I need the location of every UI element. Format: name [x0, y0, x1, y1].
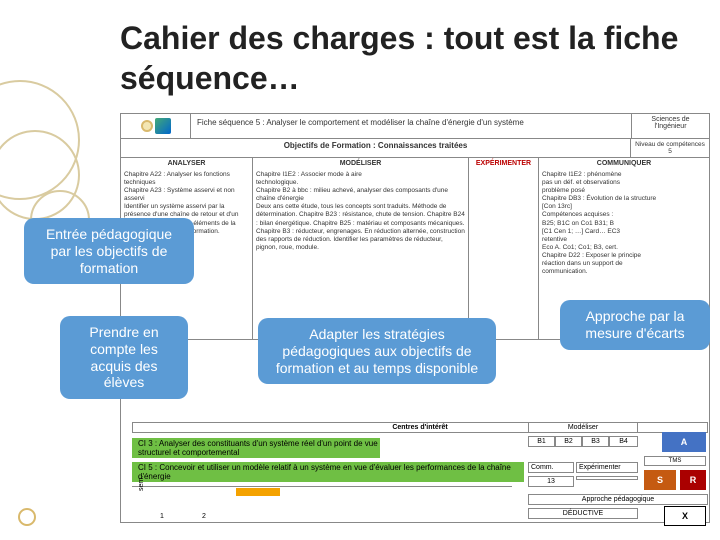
col-experimenter: EXPÉRIMENTER — [469, 158, 539, 339]
ci5-bar: CI 5 : Concevoir et utiliser un modèle r… — [132, 462, 524, 482]
ci3-bar: CI 3 : Analyser des constituants d'un sy… — [132, 438, 380, 458]
col-modeliser: MODÉLISER Chapitre I1E2 : Associer mode … — [253, 158, 469, 339]
exp-cell: Expérimenter — [576, 462, 638, 473]
deductive-cell: DÉDUCTIVE — [528, 508, 638, 519]
grid-13: 13 — [528, 476, 574, 487]
chip-a: A — [662, 432, 706, 452]
doc-title: Fiche séquence 5 : Analyser le comportem… — [191, 114, 631, 138]
tms-cell: TMS — [644, 456, 706, 466]
mod-b4: B4 — [609, 436, 638, 447]
chip-r: R — [680, 470, 706, 490]
mod-b3: B3 — [582, 436, 609, 447]
axis-area: sem. 1 2 — [132, 486, 512, 536]
doc-subtitle: Objectifs de Formation : Connaissances t… — [121, 139, 631, 158]
doc-header-right: Sciences de l'Ingénieur — [631, 114, 709, 138]
approche-header: Approche pédagogique — [528, 494, 708, 505]
callout-strategies: Adapter les stratégies pédagogiques aux … — [258, 318, 496, 384]
chip-s: S — [644, 470, 676, 490]
doc-logo — [121, 114, 191, 138]
grid-empty — [576, 476, 638, 480]
chip-x: X — [664, 506, 706, 526]
callout-entry: Entrée pédagogique par les objectifs de … — [24, 218, 194, 284]
mod-header: Modéliser — [528, 422, 638, 433]
page-title: Cahier des charges : tout est la fiche s… — [120, 18, 680, 98]
callout-acquis: Prendre en compte les acquis des élèves — [60, 316, 188, 399]
doc-comp-level: Niveau de compétences 5 — [631, 139, 709, 158]
mod-b1: B1 — [528, 436, 555, 447]
mod-b2: B2 — [555, 436, 582, 447]
slide-ornament-icon — [18, 508, 36, 526]
comm-cell: Comm. — [528, 462, 574, 473]
doc-header: Fiche séquence 5 : Analyser le comportem… — [121, 114, 709, 139]
callout-ecarts: Approche par la mesure d'écarts — [560, 300, 710, 350]
